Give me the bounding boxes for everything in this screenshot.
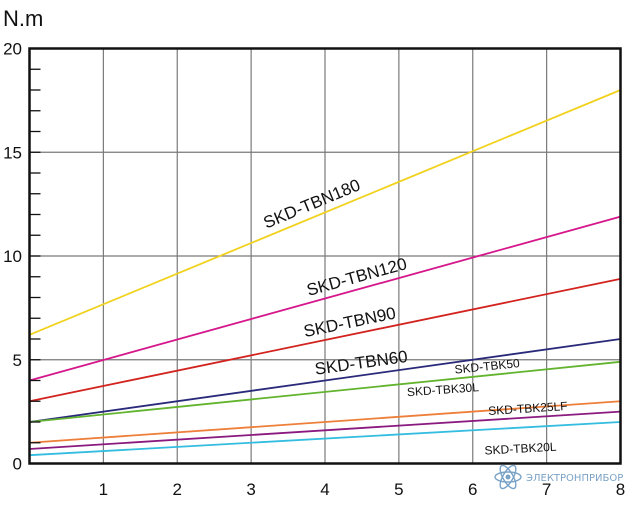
series-line-skd-tbn60 <box>29 338 621 423</box>
y-tick-label: 5 <box>13 351 22 370</box>
y-tick-label: 10 <box>3 247 22 266</box>
y-tick-label: 15 <box>3 143 22 162</box>
x-tick-label: 4 <box>320 480 329 499</box>
x-tick-label: 2 <box>173 480 182 499</box>
series-line-skd-tbn120 <box>29 215 621 382</box>
x-tick-label: 1 <box>99 480 108 499</box>
series-label-skd-tbk50: SKD-TBK50 <box>454 356 521 377</box>
y-minor-ticks <box>29 47 41 465</box>
series-label-skd-tbk25lf: SKD-TBK25LF <box>488 399 568 418</box>
y-tick-label: 20 <box>3 40 22 59</box>
y-tick-labels: 0 5 10 15 20 <box>3 40 22 474</box>
series-label-skd-tbk20l: SKD-TBK20L <box>484 440 557 458</box>
series-line-skd-tbk50 <box>29 360 621 423</box>
x-tick-labels: 1 2 3 4 5 6 7 8 <box>99 480 626 499</box>
series-line-skd-tbn90 <box>29 277 621 403</box>
x-tick-label: 3 <box>246 480 255 499</box>
x-tick-label: 5 <box>394 480 403 499</box>
atom-icon <box>494 464 522 490</box>
plot-frame <box>28 47 622 465</box>
series-line-skd-tbk30l <box>29 400 621 444</box>
x-tick-label: 7 <box>542 480 551 499</box>
series-label-skd-tbn120: SKD-TBN120 <box>305 254 409 300</box>
x-tick-label: 8 <box>616 480 625 499</box>
series-line-skd-tbk25lf <box>29 410 621 450</box>
series-lines <box>29 89 621 457</box>
series-label-skd-tbk30l: SKD-TBK30L <box>407 380 480 399</box>
series-label-skd-tbn60: SKD-TBN60 <box>314 347 409 379</box>
unit-label: N.m <box>3 6 43 31</box>
watermark-text: ЭЛЕКТРОНПРИБОР <box>526 473 623 484</box>
series-line-skd-tbn180 <box>29 89 621 336</box>
series-line-skd-tbk20l <box>29 421 621 457</box>
watermark: ЭЛЕКТРОНПРИБОР <box>494 464 623 490</box>
x-tick-label: 6 <box>468 480 477 499</box>
y-tick-label: 0 <box>13 455 22 474</box>
